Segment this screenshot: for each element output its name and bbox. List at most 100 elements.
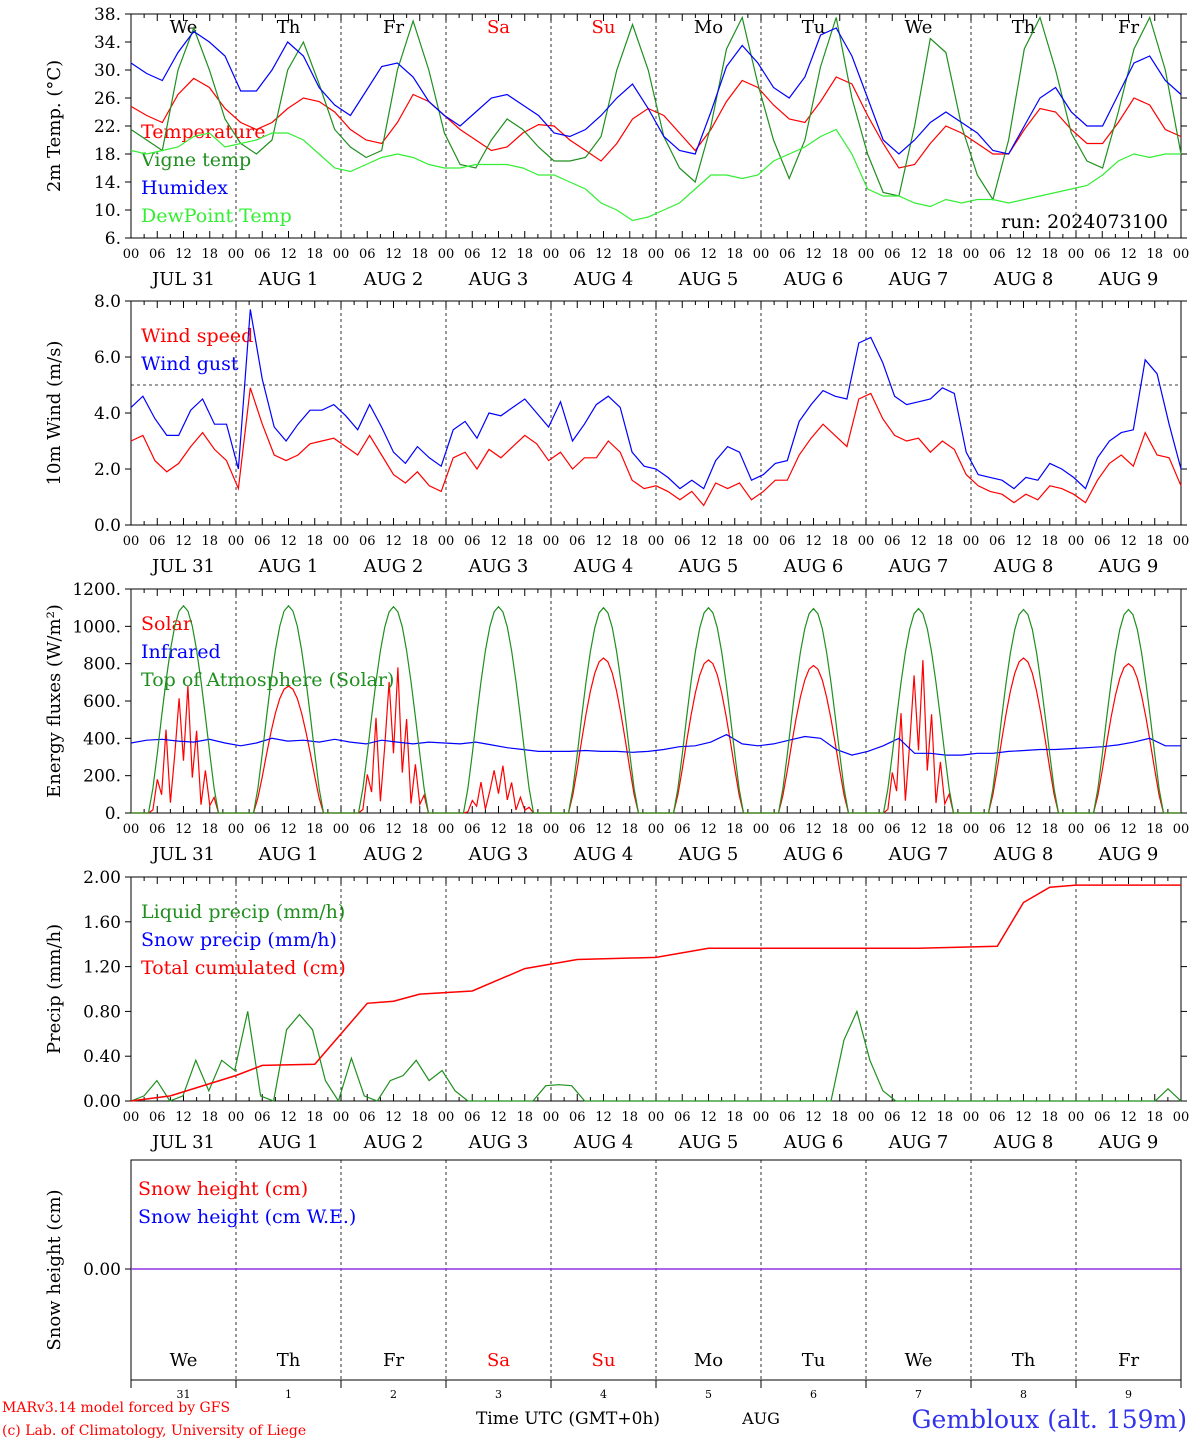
- weekday-label: We: [170, 1350, 198, 1371]
- legend-entry: Humidex: [141, 177, 228, 199]
- weekday-label: Sa: [487, 17, 510, 38]
- x-hour-label: 12: [1015, 534, 1032, 549]
- x-hour-label: 06: [884, 534, 901, 549]
- x-hour-label: 06: [464, 534, 481, 549]
- x-hour-label: 06: [254, 534, 271, 549]
- x-hour-label: 06: [884, 822, 901, 837]
- x-hour-label: 00: [123, 247, 140, 262]
- x-date-label: AUG 2: [363, 269, 424, 290]
- x-hour-label: 00: [1173, 1110, 1190, 1125]
- x-hour-label: 06: [779, 1110, 796, 1125]
- x-hour-label: 18: [201, 1110, 218, 1125]
- x-hour-label: 12: [385, 822, 402, 837]
- x-hour-label: 18: [411, 822, 428, 837]
- x-hour-label: 00: [333, 534, 350, 549]
- month-label: AUG: [741, 1409, 780, 1428]
- x-hour-label: 06: [254, 822, 271, 837]
- x-hour-label: 06: [359, 822, 376, 837]
- day-number-label: 2: [390, 1388, 397, 1401]
- y-axis-title: Precip (mm/h): [44, 924, 65, 1054]
- legend-entry: Wind gust: [141, 353, 239, 375]
- x-hour-label: 00: [1173, 247, 1190, 262]
- day-number-label: 6: [810, 1388, 817, 1401]
- y-tick-label: 0.00: [83, 1260, 121, 1280]
- x-hour-label: 12: [280, 822, 297, 837]
- weekday-label: Sa: [487, 1350, 510, 1371]
- x-hour-label: 12: [595, 534, 612, 549]
- x-hour-label: 06: [674, 1110, 691, 1125]
- x-hour-label: 06: [149, 534, 166, 549]
- x-hour-label: 18: [1041, 1110, 1058, 1125]
- x-hour-label: 00: [123, 534, 140, 549]
- x-hour-label: 12: [1120, 534, 1137, 549]
- x-date-label: AUG 3: [468, 1132, 529, 1153]
- x-hour-label: 00: [753, 822, 770, 837]
- series-line-total-cumulated-cm: [130, 884, 1181, 1102]
- x-hour-label: 06: [254, 247, 271, 262]
- x-hour-label: 06: [674, 822, 691, 837]
- x-hour-label: 00: [543, 1110, 560, 1125]
- x-hour-label: 18: [201, 822, 218, 837]
- x-hour-label: 18: [516, 534, 533, 549]
- series-line-wind-speed: [130, 387, 1182, 507]
- x-hour-label: 18: [726, 822, 743, 837]
- x-hour-label: 12: [910, 247, 927, 262]
- x-date-label: JUL 31: [150, 269, 215, 290]
- x-hour-label: 00: [333, 1110, 350, 1125]
- x-hour-label: 06: [569, 822, 586, 837]
- x-hour-label: 12: [805, 534, 822, 549]
- x-hour-label: 06: [779, 534, 796, 549]
- y-tick-label: 38.: [94, 5, 121, 25]
- x-hour-label: 18: [726, 1110, 743, 1125]
- x-date-label: AUG 7: [888, 269, 949, 290]
- x-hour-label: 06: [989, 1110, 1006, 1125]
- x-hour-label: 00: [333, 247, 350, 262]
- x-date-label: AUG 4: [573, 1132, 634, 1153]
- x-hour-label: 00: [1068, 534, 1085, 549]
- x-date-label: AUG 1: [258, 269, 319, 290]
- x-hour-label: 18: [831, 822, 848, 837]
- y-tick-label: 6.0: [94, 348, 121, 368]
- x-hour-label: 18: [411, 1110, 428, 1125]
- x-hour-label: 00: [543, 822, 560, 837]
- x-hour-label: 12: [910, 534, 927, 549]
- x-date-label: AUG 2: [363, 1132, 424, 1153]
- y-tick-label: 6.: [105, 229, 121, 249]
- weekday-label: Th: [1012, 1350, 1036, 1371]
- x-hour-label: 18: [1146, 822, 1163, 837]
- x-hour-label: 12: [805, 247, 822, 262]
- x-hour-label: 00: [228, 247, 245, 262]
- x-hour-label: 12: [490, 822, 507, 837]
- x-hour-label: 12: [805, 1110, 822, 1125]
- x-hour-label: 18: [621, 822, 638, 837]
- series-line-liquid-precip-mm-h: [130, 1009, 1182, 1103]
- x-hour-label: 12: [1120, 247, 1137, 262]
- legend-entry: Snow height (cm W.E.): [138, 1206, 356, 1228]
- weekday-label: Fr: [1118, 17, 1139, 38]
- x-date-label: AUG 8: [993, 844, 1054, 865]
- credit-line-1: MARv3.14 model forced by GFS: [2, 1400, 230, 1416]
- x-hour-label: 00: [543, 247, 560, 262]
- weekday-label: Th: [277, 1350, 301, 1371]
- x-hour-label: 12: [1015, 822, 1032, 837]
- x-hour-label: 06: [1094, 534, 1111, 549]
- legend-entry: Total cumulated (cm): [141, 957, 346, 979]
- x-hour-label: 12: [490, 1110, 507, 1125]
- y-tick-label: 600.: [83, 692, 121, 712]
- x-hour-label: 06: [359, 534, 376, 549]
- x-date-label: JUL 31: [150, 844, 215, 865]
- weekday-label: Su: [592, 17, 616, 38]
- x-hour-label: 06: [674, 534, 691, 549]
- legend-entry: DewPoint Temp: [141, 205, 292, 227]
- x-date-label: AUG 5: [678, 269, 739, 290]
- x-hour-label: 00: [228, 1110, 245, 1125]
- x-hour-label: 18: [1041, 247, 1058, 262]
- weekday-label: Tu: [802, 17, 826, 38]
- y-tick-label: 34.: [94, 33, 121, 53]
- y-tick-label: 1000.: [72, 617, 121, 637]
- x-hour-label: 18: [201, 247, 218, 262]
- x-date-label: AUG 6: [783, 1132, 844, 1153]
- x-date-label: AUG 8: [993, 269, 1054, 290]
- x-hour-label: 06: [989, 822, 1006, 837]
- legend-entry: Infrared: [141, 641, 221, 663]
